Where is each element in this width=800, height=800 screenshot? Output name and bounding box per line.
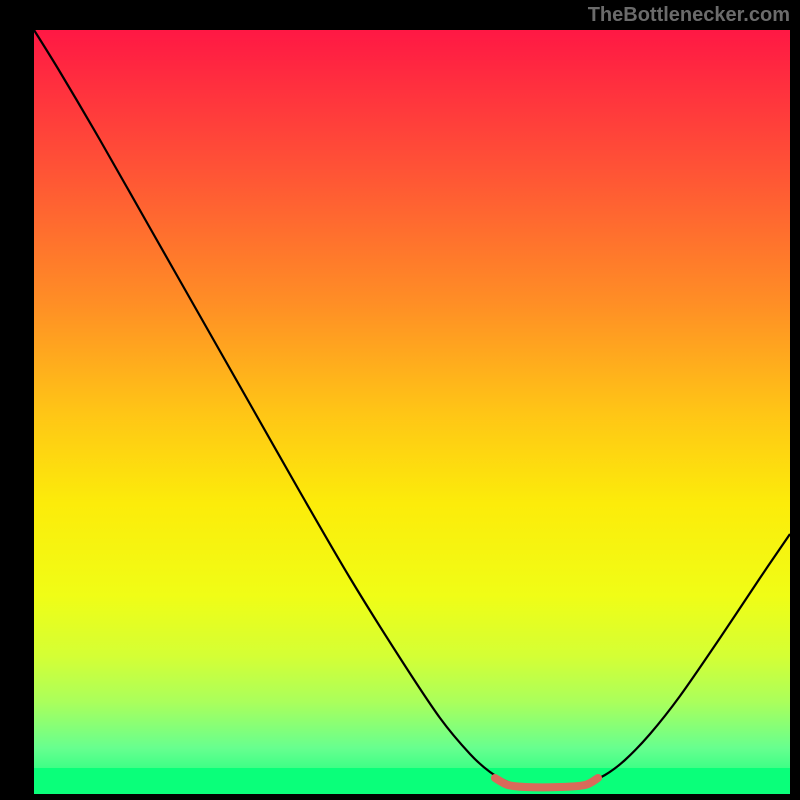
plot-background [34,30,790,794]
watermark-text: TheBottlenecker.com [588,4,790,27]
green-band [34,768,790,794]
chart-container: TheBottlenecker.com [0,0,800,800]
bottleneck-chart [0,0,800,800]
